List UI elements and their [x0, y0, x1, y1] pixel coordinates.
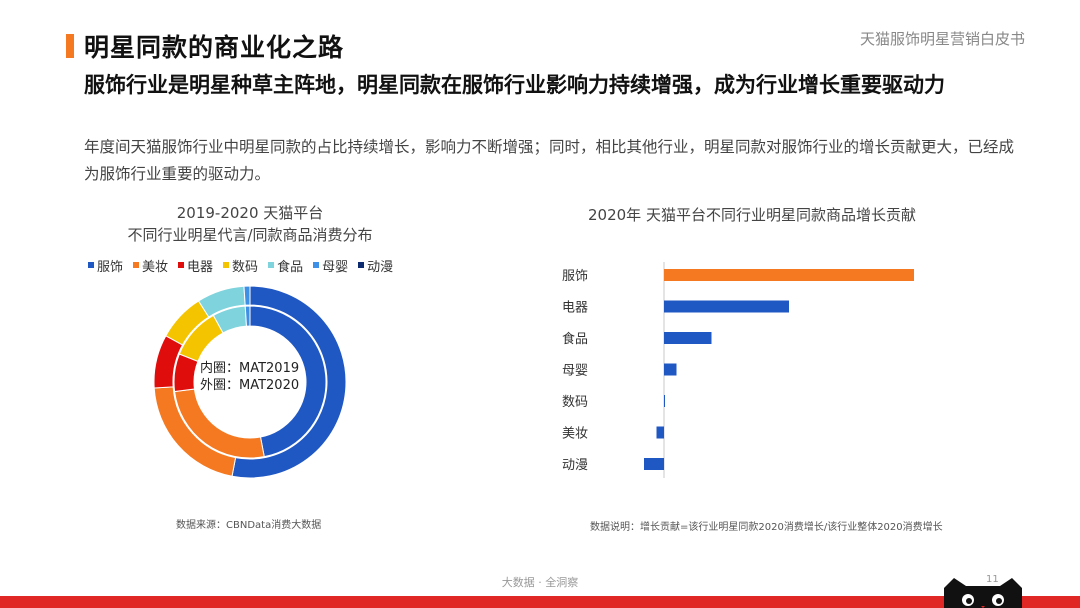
legend-item-1: 美妆: [133, 256, 169, 275]
legend-item-6: 动漫: [358, 256, 394, 275]
legend-swatch: [223, 262, 230, 268]
bar-6: [644, 458, 664, 470]
legend-swatch: [268, 262, 275, 268]
bar-2: [664, 332, 712, 344]
legend-label: 母婴: [322, 259, 349, 275]
bar-5: [656, 426, 664, 439]
donut-legend: 服饰 美妆 电器 数码 食品 母婴 动漫: [88, 256, 394, 275]
bottom-red-strip: [0, 596, 1080, 608]
bar-chart-note: 数据说明：增长贡献=该行业明星同款2020消费增长/该行业整体2020消费增长: [590, 522, 943, 533]
body-paragraph: 年度间天猫服饰行业中明星同款的占比持续增长，影响力不断增强；同时，相比其他行业，…: [84, 138, 1015, 183]
donut-chart: [153, 285, 347, 479]
legend-swatch: [88, 262, 94, 268]
page-number: 11: [986, 574, 999, 585]
donut-slice-outer-5: [243, 285, 251, 306]
legend-swatch: [133, 262, 140, 268]
bar-category-label: 食品: [562, 331, 588, 347]
bar-chart-title: 2020年 天猫平台不同行业明星同款商品增长贡献: [588, 206, 916, 224]
bar-category-label: 电器: [562, 301, 588, 316]
donut-center-label: 内圈：MAT2019 外圈：MAT2020: [200, 360, 299, 394]
inner-ring-label: 内圈：MAT2019: [200, 361, 300, 376]
legend-swatch: [313, 262, 320, 268]
legend-label: 数码: [232, 259, 259, 275]
headline: 服饰行业是明星种草主阵地，明星同款在服饰行业影响力持续增强，成为行业增长重要驱动…: [84, 73, 945, 97]
bar-category-label: 母婴: [562, 364, 588, 379]
legend-label: 电器: [187, 259, 214, 275]
bar-category-label: 美妆: [562, 427, 588, 442]
bar-1: [664, 300, 789, 313]
legend-label: 美妆: [142, 259, 169, 275]
title-accent-bar: [66, 34, 74, 58]
legend-item-0: 服饰: [88, 256, 124, 275]
legend-label: 动漫: [367, 259, 394, 275]
legend-item-2: 电器: [178, 256, 214, 275]
legend-swatch: [358, 262, 365, 268]
bar-category-label: 服饰: [562, 269, 588, 284]
legend-label: 食品: [277, 259, 304, 275]
bar-0: [664, 269, 914, 281]
bar-4: [664, 395, 665, 407]
legend-swatch: [178, 262, 185, 268]
legend-item-3: 数码: [223, 256, 259, 275]
tmall-cat-icon: [944, 578, 1022, 608]
bar-category-label: 动漫: [562, 458, 588, 473]
outer-ring-label: 外圈：MAT2020: [200, 378, 300, 393]
page-title: 明星同款的商业化之路: [84, 33, 345, 62]
brand-label: 天猫服饰明星营销白皮书: [860, 30, 1026, 48]
donut-source-note: 数据来源：CBNData消费大数据: [176, 520, 322, 531]
bar-category-label: 数码: [562, 395, 588, 410]
legend-label: 服饰: [97, 259, 124, 275]
legend-item-5: 母婴: [313, 256, 349, 275]
legend-item-4: 食品: [268, 256, 304, 275]
donut-chart-subtitle: 不同行业明星代言/同款商品消费分布: [127, 226, 373, 244]
bar-3: [664, 363, 677, 376]
donut-slice-inner-5: [244, 305, 251, 327]
footer-text: 大数据 · 全洞察: [501, 576, 579, 589]
donut-chart-title: 2019-2020 天猫平台: [176, 204, 324, 222]
